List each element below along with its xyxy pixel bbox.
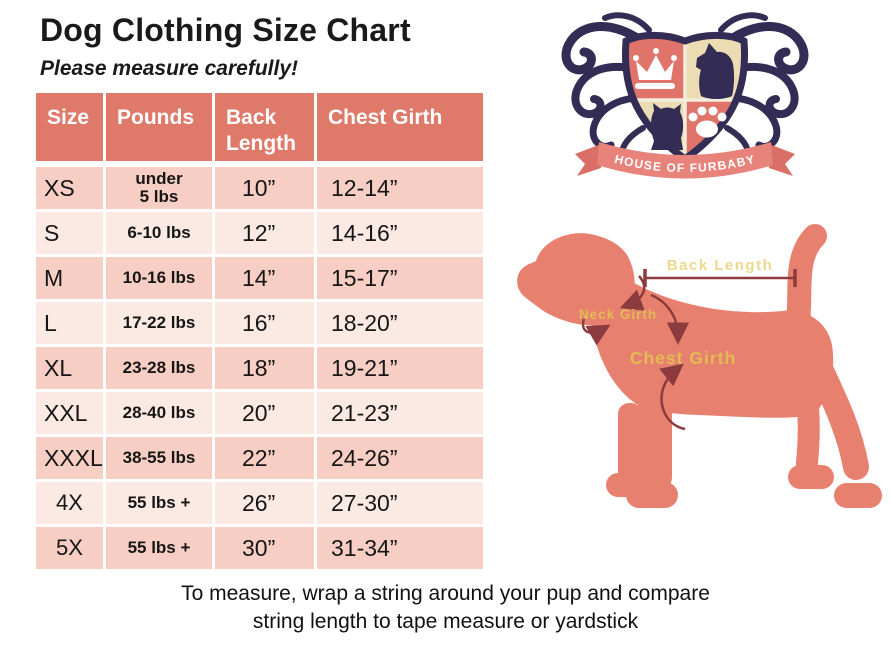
table-row: L 17-22 lbs 16” 18-20”: [36, 302, 486, 347]
size-cell: XS: [36, 167, 106, 212]
page-subtitle: Please measure carefully!: [40, 57, 298, 80]
chest-girth-cell: 15-17”: [317, 257, 486, 302]
crown-icon: [633, 48, 677, 89]
table-row: 4X 55 lbs + 26” 27-30”: [36, 482, 486, 527]
chest-girth-cell: 12-14”: [317, 167, 486, 212]
back-length-label: Back Length: [667, 257, 774, 274]
chest-girth-cell: 18-20”: [317, 302, 486, 347]
pounds-cell: 28-40 lbs: [106, 392, 215, 437]
back-length-cell: 16”: [215, 302, 317, 347]
back-length-cell: 18”: [215, 347, 317, 392]
table-row: 5X 55 lbs + 30” 31-34”: [36, 527, 486, 572]
footer-note-line2: string length to tape measure or yardsti…: [252, 609, 639, 633]
pounds-cell: 17-22 lbs: [106, 302, 215, 347]
table-row: XL 23-28 lbs 18” 19-21”: [36, 347, 486, 392]
pounds-cell: 55 lbs +: [106, 527, 215, 572]
chest-girth-cell: 24-26”: [317, 437, 486, 482]
back-length-cell: 20”: [215, 392, 317, 437]
brand-logo: HOUSE OF FURBABY: [561, 8, 833, 179]
cat-head-icon: [651, 103, 684, 150]
size-cell: L: [36, 302, 106, 347]
pounds-cell: 6-10 lbs: [106, 212, 215, 257]
size-cell: S: [36, 212, 106, 257]
ribbon-banner: HOUSE OF FURBABY: [575, 142, 795, 179]
back-length-cell: 12”: [215, 212, 317, 257]
neck-girth-label: Neck Girth: [579, 307, 657, 322]
chest-girth-cell: 19-21”: [317, 347, 486, 392]
dog-silhouette: [517, 224, 882, 508]
table-row: XXXL 38-55 lbs 22” 24-26”: [36, 437, 486, 482]
dog-head-icon: [696, 43, 735, 99]
chest-girth-cell: 27-30”: [317, 482, 486, 527]
shield: [603, 26, 777, 170]
col-header-back-length: Back Length: [215, 93, 317, 167]
size-table: Size Pounds Back Length Chest Girth XS u…: [36, 93, 486, 572]
measurement-marks: [581, 269, 797, 431]
footer-note-line1: To measure, wrap a string around your pu…: [181, 582, 710, 605]
footer-note: To measure, wrap a string around your pu…: [0, 580, 891, 636]
back-length-cell: 10”: [215, 167, 317, 212]
table-row: XS under 5 lbs 10” 12-14”: [36, 167, 486, 212]
chest-girth-cell: 31-34”: [317, 527, 486, 572]
size-cell: XL: [36, 347, 106, 392]
col-header-pounds: Pounds: [106, 93, 215, 167]
size-cell: 4X: [36, 482, 106, 527]
dog-measurement-diagram: Back Length Neck Girth Chest Girth: [517, 224, 882, 508]
pounds-cell: 10-16 lbs: [106, 257, 215, 302]
pounds-cell: 55 lbs +: [106, 482, 215, 527]
table-row: XXL 28-40 lbs 20” 21-23”: [36, 392, 486, 437]
back-length-cell: 14”: [215, 257, 317, 302]
chest-girth-cell: 14-16”: [317, 212, 486, 257]
table-row: M 10-16 lbs 14” 15-17”: [36, 257, 486, 302]
back-length-cell: 22”: [215, 437, 317, 482]
chest-girth-label: Chest Girth: [630, 348, 736, 368]
size-cell: XXXL: [36, 437, 106, 482]
table-header-row: Size Pounds Back Length Chest Girth: [36, 93, 486, 167]
size-cell: XXL: [36, 392, 106, 437]
neck-girth-arrow-upper: [619, 275, 646, 311]
col-header-chest-girth: Chest Girth: [317, 93, 486, 167]
size-cell: M: [36, 257, 106, 302]
paw-icon: [688, 106, 727, 138]
chest-girth-cell: 21-23”: [317, 392, 486, 437]
back-length-cell: 26”: [215, 482, 317, 527]
page-title: Dog Clothing Size Chart: [40, 12, 411, 48]
pounds-cell: under 5 lbs: [106, 167, 215, 212]
chest-girth-arrow-down: [650, 293, 690, 345]
size-cell: 5X: [36, 527, 106, 572]
pounds-cell: 38-55 lbs: [106, 437, 215, 482]
col-header-size: Size: [36, 93, 106, 167]
size-table-body: XS under 5 lbs 10” 12-14” S 6-10 lbs 12”…: [36, 167, 486, 572]
chest-girth-arrow-up: [659, 363, 686, 431]
neck-girth-arrow-lower: [581, 318, 611, 346]
back-length-cell: 30”: [215, 527, 317, 572]
table-row: S 6-10 lbs 12” 14-16”: [36, 212, 486, 257]
pounds-cell: 23-28 lbs: [106, 347, 215, 392]
